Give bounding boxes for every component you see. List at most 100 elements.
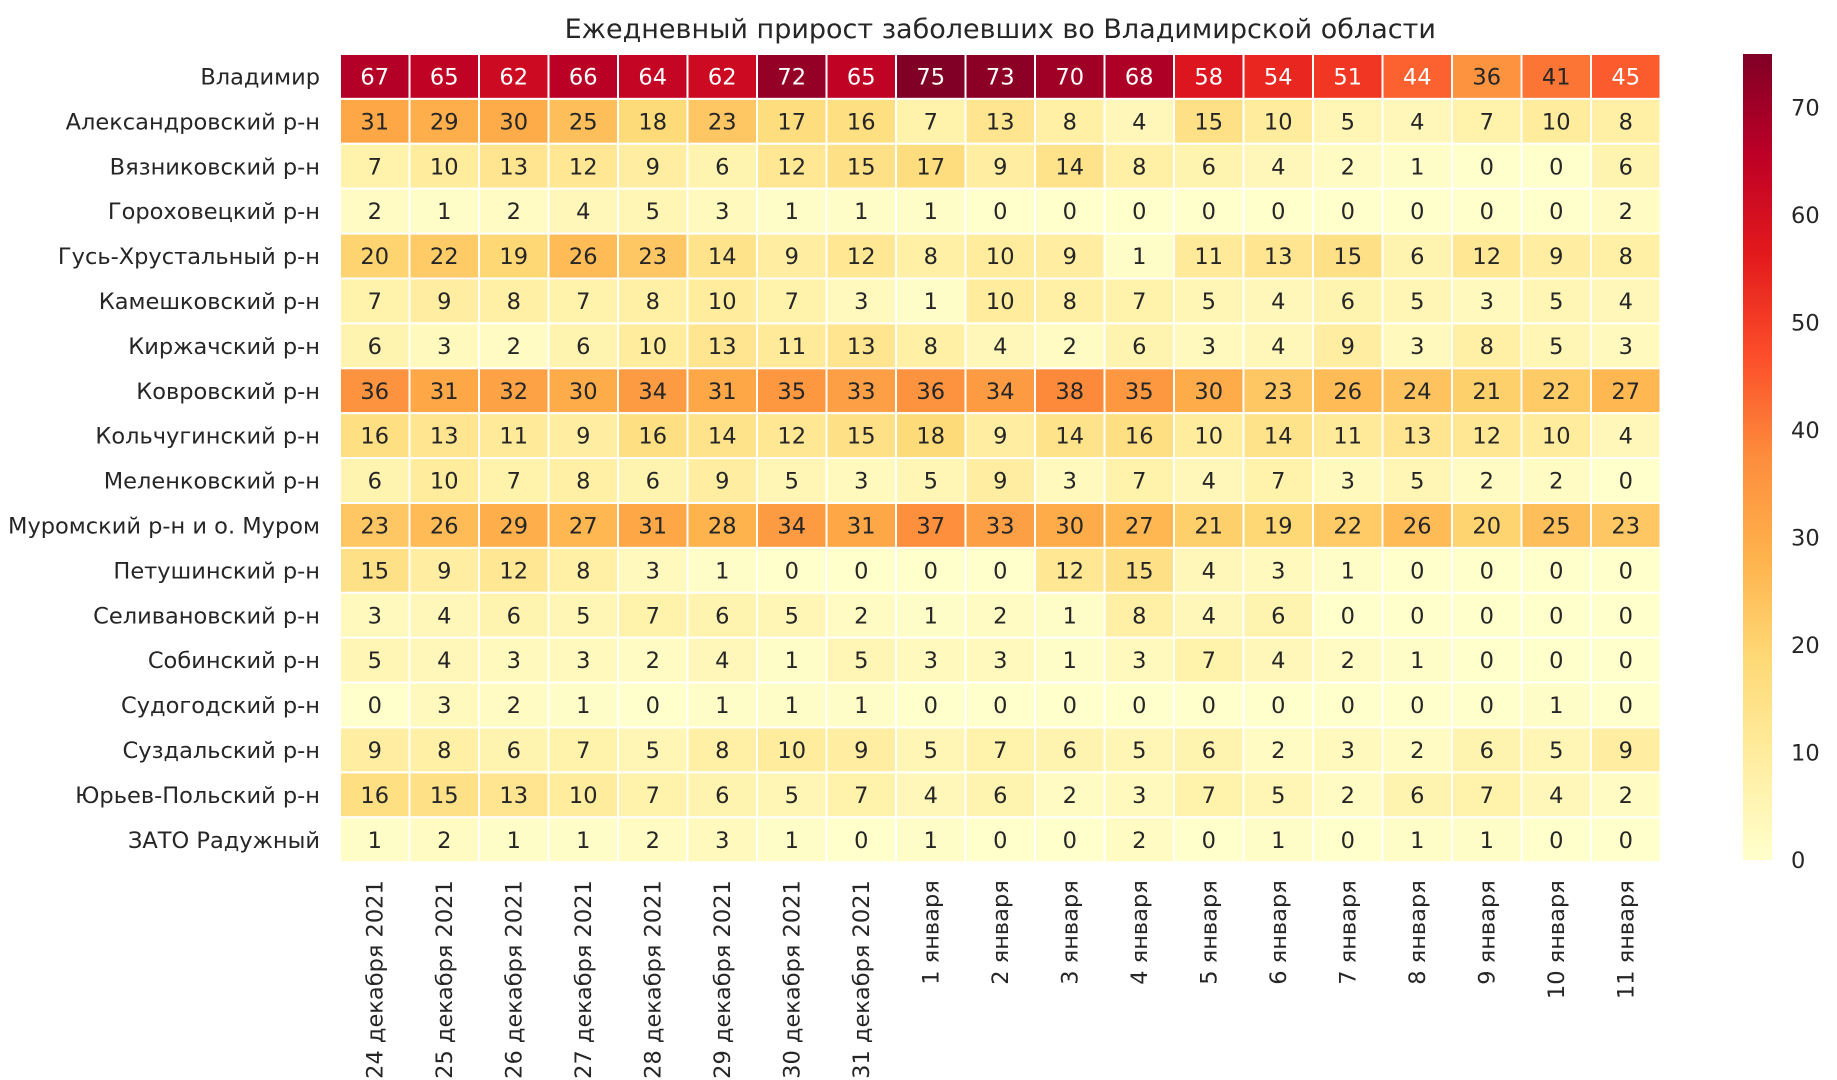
heatmap-cell xyxy=(1242,53,1314,100)
cell-value-label: 70 xyxy=(1055,64,1084,90)
cell-value-label: 21 xyxy=(1472,379,1501,405)
cell-value-label: 19 xyxy=(499,244,528,270)
cell-value-label: 31 xyxy=(708,379,737,405)
cell-value-label: 7 xyxy=(924,109,938,135)
cell-value-label: 7 xyxy=(785,289,799,315)
cell-value-label: 5 xyxy=(576,603,590,629)
cell-value-label: 1 xyxy=(368,828,382,854)
cell-value-label: 6 xyxy=(715,783,729,809)
cell-value-label: 4 xyxy=(437,603,451,629)
cell-value-label: 10 xyxy=(430,469,459,495)
heatmap-cell xyxy=(964,412,1036,460)
cell-value-label: 7 xyxy=(646,603,660,629)
cell-value-label: 54 xyxy=(1264,64,1293,90)
cell-value-label: 1 xyxy=(437,199,451,225)
heatmap-cell xyxy=(339,771,411,819)
heatmap-cell xyxy=(478,546,550,594)
cell-value-label: 4 xyxy=(437,648,451,674)
cell-value-label: 2 xyxy=(507,199,521,225)
cell-value-label: 2 xyxy=(1410,738,1424,764)
cell-value-label: 8 xyxy=(576,469,590,495)
cell-value-label: 0 xyxy=(924,558,938,584)
cell-value-label: 0 xyxy=(993,558,1007,584)
cell-value-label: 3 xyxy=(1410,334,1424,360)
cell-value-label: 30 xyxy=(1055,513,1084,539)
cell-value-label: 30 xyxy=(499,109,528,135)
heatmap-cell xyxy=(1173,816,1245,864)
cell-value-label: 9 xyxy=(646,154,660,180)
heatmap-cell xyxy=(1103,322,1175,370)
heatmap-cell xyxy=(756,322,828,370)
cell-value-label: 2 xyxy=(437,828,451,854)
row-label: Юрьев-Польский р-н xyxy=(75,783,320,809)
heatmap-cell xyxy=(1590,232,1662,280)
heatmap-cell xyxy=(339,591,411,639)
chart-title: Ежедневный прирост заболевших во Владими… xyxy=(565,14,1436,45)
cell-value-label: 3 xyxy=(854,289,868,315)
heatmap-cell xyxy=(895,591,967,639)
cell-value-label: 1 xyxy=(785,828,799,854)
cell-value-label: 7 xyxy=(1271,469,1285,495)
cell-value-label: 10 xyxy=(986,244,1015,270)
cell-value-label: 1 xyxy=(576,828,590,854)
cell-value-label: 38 xyxy=(1055,379,1084,405)
heatmap-cell xyxy=(478,97,550,145)
cell-value-label: 14 xyxy=(708,244,737,270)
cell-value-label: 9 xyxy=(715,469,729,495)
cell-value-label: 9 xyxy=(854,738,868,764)
heatmap-cell xyxy=(964,367,1036,415)
cell-value-label: 2 xyxy=(1341,783,1355,809)
cell-value-label: 22 xyxy=(1333,513,1362,539)
heatmap-cell xyxy=(756,187,828,235)
heatmap-cell xyxy=(1520,322,1592,370)
cell-value-label: 5 xyxy=(1549,289,1563,315)
cell-value-label: 7 xyxy=(1202,783,1216,809)
cell-value-label: 10 xyxy=(569,783,598,809)
cell-value-label: 6 xyxy=(368,334,382,360)
cell-value-label: 9 xyxy=(993,469,1007,495)
cell-value-label: 6 xyxy=(576,334,590,360)
column-label: 1 января xyxy=(919,880,945,985)
heatmap-cell xyxy=(964,457,1036,505)
cell-value-label: 8 xyxy=(1132,154,1146,180)
cell-value-label: 5 xyxy=(785,469,799,495)
heatmap-cell xyxy=(339,232,411,280)
heatmap-cell xyxy=(408,816,480,864)
cell-value-label: 22 xyxy=(1542,379,1571,405)
cell-value-label: 5 xyxy=(1549,738,1563,764)
heatmap-cell xyxy=(686,771,758,819)
heatmap-cell xyxy=(1173,277,1245,325)
row-label: Гусь-Хрустальный р-н xyxy=(58,244,320,270)
cell-value-label: 1 xyxy=(1132,244,1146,270)
heatmap-cell xyxy=(339,502,411,549)
cell-value-label: 3 xyxy=(507,648,521,674)
cell-value-label: 9 xyxy=(1549,244,1563,270)
cell-value-label: 0 xyxy=(1480,154,1494,180)
heatmap-cell xyxy=(825,322,897,370)
cell-value-label: 0 xyxy=(1132,693,1146,719)
cell-value-label: 0 xyxy=(1480,603,1494,629)
cell-value-label: 13 xyxy=(1264,244,1293,270)
cell-value-label: 0 xyxy=(1410,603,1424,629)
cell-value-label: 3 xyxy=(437,693,451,719)
cell-value-label: 16 xyxy=(360,424,389,450)
cell-value-label: 3 xyxy=(1132,783,1146,809)
heatmap-cell xyxy=(1590,771,1662,819)
cell-value-label: 15 xyxy=(1125,558,1154,584)
heatmap-cell xyxy=(1034,232,1106,280)
heatmap-cell xyxy=(1103,97,1175,145)
heatmap-cell xyxy=(1381,412,1453,460)
cell-value-label: 10 xyxy=(1264,109,1293,135)
cell-value-label: 6 xyxy=(507,738,521,764)
cell-value-label: 3 xyxy=(1619,334,1633,360)
heatmap-cell xyxy=(686,53,758,100)
cell-value-label: 66 xyxy=(569,64,598,90)
colorbar-tick-label: 20 xyxy=(1791,633,1820,659)
cell-value-label: 26 xyxy=(1333,379,1362,405)
heatmap-cell xyxy=(408,97,480,145)
cell-value-label: 15 xyxy=(360,558,389,584)
cell-value-label: 5 xyxy=(1341,109,1355,135)
heatmap-cell xyxy=(1312,232,1384,280)
row-label: Петушинский р-н xyxy=(113,558,320,584)
